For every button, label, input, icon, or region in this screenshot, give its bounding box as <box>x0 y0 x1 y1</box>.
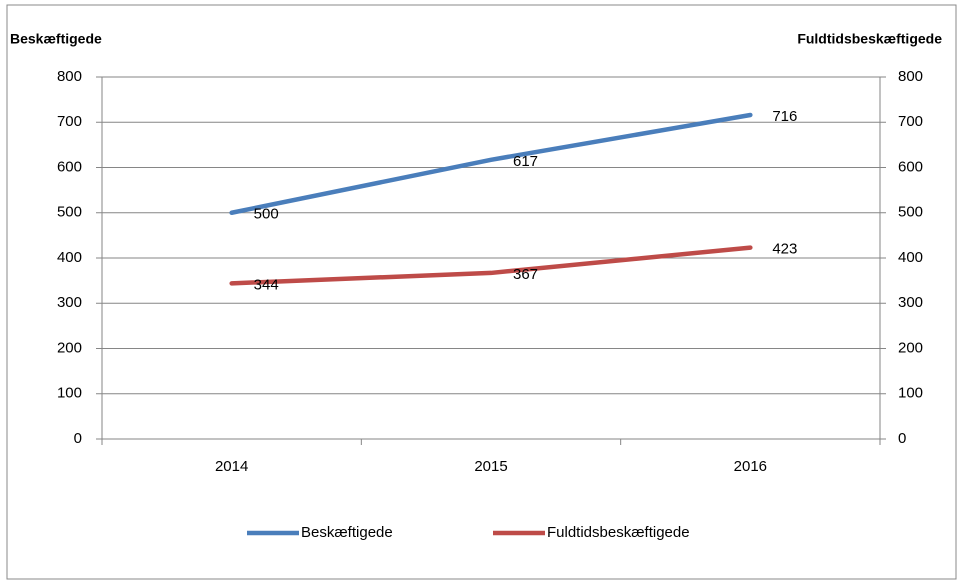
x-tick-label: 2016 <box>734 458 767 475</box>
y-tick-label: 200 <box>57 339 82 356</box>
data-label: 617 <box>513 153 538 170</box>
y-tick-label: 600 <box>57 158 82 175</box>
y-tick-label: 0 <box>74 430 82 447</box>
y-tick-label: 400 <box>57 249 82 266</box>
data-label: 344 <box>254 276 279 293</box>
y2-tick-label: 100 <box>898 385 923 402</box>
y2-tick-label: 500 <box>898 204 923 221</box>
data-label: 423 <box>772 241 797 258</box>
y2-axis-title: Fuldtidsbeskæftigede <box>797 31 942 47</box>
y2-tick-label: 200 <box>898 339 923 356</box>
y-tick-label: 700 <box>57 113 82 130</box>
y2-tick-label: 400 <box>898 249 923 266</box>
y2-tick-label: 0 <box>898 430 906 447</box>
y-tick-label: 300 <box>57 294 82 311</box>
y-axis-title: Beskæftigede <box>10 31 102 47</box>
y2-tick-label: 600 <box>898 158 923 175</box>
x-tick-label: 2014 <box>215 458 248 475</box>
y2-tick-label: 300 <box>898 294 923 311</box>
legend-label: Beskæftigede <box>301 524 393 541</box>
y-tick-label: 100 <box>57 385 82 402</box>
data-label: 500 <box>254 206 279 223</box>
data-label: 716 <box>772 108 797 125</box>
series-line <box>229 112 753 215</box>
chart-frame <box>6 4 957 580</box>
x-tick-label: 2015 <box>474 458 507 475</box>
data-label: 367 <box>513 266 538 283</box>
y2-tick-label: 800 <box>898 68 923 85</box>
y-tick-label: 500 <box>57 204 82 221</box>
y-tick-label: 800 <box>57 68 82 85</box>
series-line <box>229 245 753 286</box>
y2-tick-label: 700 <box>898 113 923 130</box>
legend-label: Fuldtidsbeskæftigede <box>547 524 690 541</box>
